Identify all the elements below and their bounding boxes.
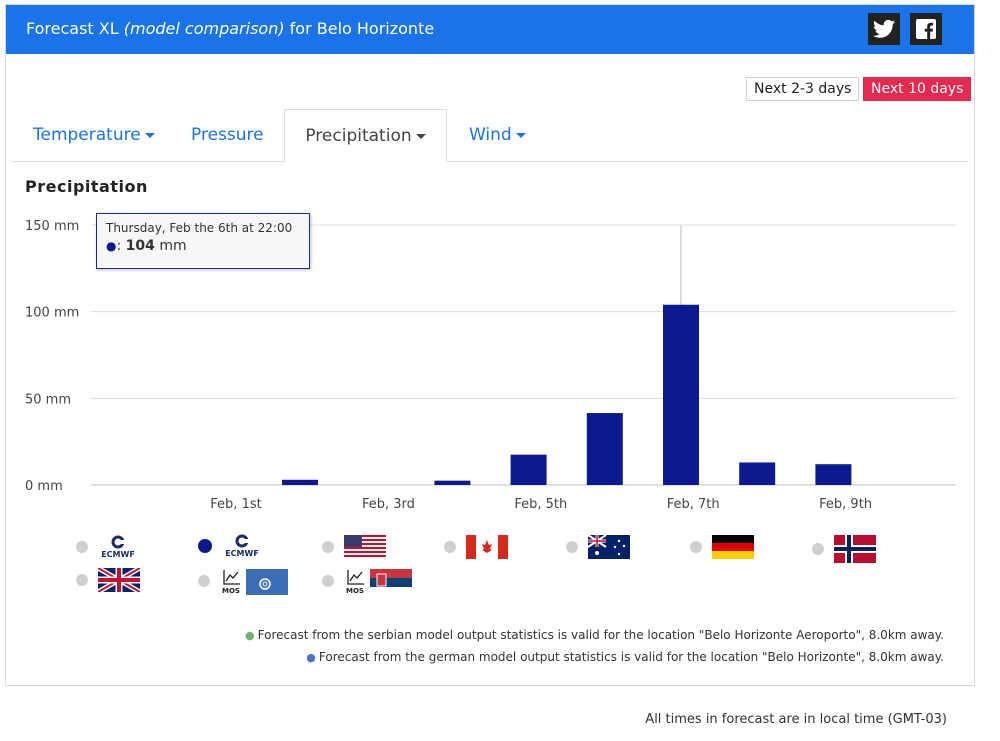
model-radio[interactable] [444,541,456,553]
mos-label: MOS [222,587,240,595]
title-italic: (model comparison) [123,19,285,38]
model-radio[interactable] [322,541,334,553]
norway-flag-icon [834,535,876,563]
model-norway[interactable] [812,535,876,563]
y-tick-label: 0 mm [25,479,63,494]
precip-bar[interactable] [434,480,471,485]
tooltip-unit: mm [159,238,187,254]
model-australia[interactable] [566,535,630,559]
tab-temperature[interactable]: Temperature [33,109,155,161]
ecmwf-icon: ECMWF [225,534,259,558]
page-title: Forecast XL (model comparison) for Belo … [26,19,434,38]
model-germany[interactable] [690,535,754,559]
chevron-down-icon [144,132,155,138]
facebook-icon [916,19,936,39]
series-dot-icon: ● [106,239,117,253]
model-radio[interactable] [198,575,210,587]
precip-bar[interactable] [663,304,699,485]
model-uk[interactable] [76,568,140,592]
x-tick-label: Feb, 3rd [362,497,415,512]
tooltip-value: 104 [125,238,155,254]
model-mos-serbia[interactable]: MOS [322,566,414,596]
model-radio[interactable] [76,541,88,553]
mos-serbia-icon: MOS [346,569,412,595]
x-tick-label: Feb, 1st [210,497,261,512]
facebook-share-button[interactable] [910,13,942,45]
canada-flag-icon [466,535,508,559]
precip-bar[interactable] [739,462,776,485]
tab-temperature-label: Temperature [33,125,141,145]
model-ecmwf-2[interactable]: ECMWF [198,532,262,560]
model-mos-dwd[interactable]: MOS [198,566,290,596]
tab-pressure-label: Pressure [191,125,264,145]
germany-flag-icon [712,535,754,559]
title-suffix: for Belo Horizonte [289,19,435,38]
ecmwf-label: ECMWF [101,550,135,559]
twitter-share-button[interactable] [868,13,900,45]
x-tick-label: Feb, 5th [514,497,567,512]
mos-label: MOS [346,587,364,595]
twitter-icon [873,19,895,38]
next-2-3-days-button[interactable]: Next 2-3 days [746,77,860,101]
tooltip-date: Thursday, Feb the 6th at 22:00 [106,221,293,235]
model-radio[interactable] [322,575,334,587]
precip-bar[interactable] [510,454,547,485]
model-radio[interactable] [566,541,578,553]
ecmwf-label: ECMWF [225,549,259,558]
x-tick-label: Feb, 9th [819,497,872,512]
chart-tooltip: Thursday, Feb the 6th at 22:00 ●: 104 mm [96,213,310,269]
german-mos-note: ● Forecast from the german model output s… [306,650,944,664]
tab-precipitation-label: Precipitation [305,126,412,146]
model-usa[interactable] [322,535,386,559]
tab-wind[interactable]: Wind [469,109,526,161]
german-mos-note-text: Forecast from the german model output st… [318,650,944,664]
precip-bar[interactable] [282,479,318,485]
forecast-panel: Forecast XL (model comparison) for Belo … [5,4,975,686]
chevron-down-icon [515,132,526,138]
model-radio-selected[interactable] [198,539,212,553]
tab-precipitation[interactable]: Precipitation [284,109,447,162]
uk-flag-icon [98,568,140,592]
model-radio[interactable] [812,543,824,555]
tooltip-value-line: ●: 104 mm [106,238,300,254]
y-tick-label: 50 mm [25,392,71,407]
ecmwf-icon: ECMWF [101,535,135,559]
australia-flag-icon [588,535,630,559]
x-tick-label: Feb, 7th [667,497,720,512]
serbian-mos-note: ● Forecast from the serbian model output … [245,628,944,642]
chevron-down-icon [415,133,426,139]
section-title: Precipitation [25,177,148,196]
model-radio[interactable] [76,574,88,586]
header-bar: Forecast XL (model comparison) for Belo … [6,5,974,54]
precip-bar[interactable] [586,413,623,485]
mos-dwd-icon: MOS [222,569,288,595]
green-bullet-icon: ● [245,629,255,642]
title-prefix: Forecast XL [26,19,119,38]
tab-pressure[interactable]: Pressure [191,109,264,161]
y-tick-label: 150 mm [25,219,79,234]
tooltip-value-prefix: : [116,238,126,254]
serbian-mos-note-text: Forecast from the serbian model output s… [257,628,944,642]
chart-tabs: Temperature Pressure Precipitation Wind [12,109,968,162]
y-tick-label: 100 mm [25,306,79,321]
precipitation-chart: 0 mm 50 mm 100 mm 150 mm Feb, 1st Feb, 3rd Feb… [25,219,956,512]
blue-bullet-icon: ● [306,651,316,664]
model-radio[interactable] [690,541,702,553]
model-canada[interactable] [444,535,508,559]
tab-wind-label: Wind [469,125,512,145]
precip-bar[interactable] [815,464,852,485]
model-ecmwf-1[interactable]: ECMWF [76,533,138,561]
usa-flag-icon [344,535,386,559]
timezone-footer: All times in forecast are in local time … [645,712,947,727]
next-10-days-button[interactable]: Next 10 days [863,77,972,101]
